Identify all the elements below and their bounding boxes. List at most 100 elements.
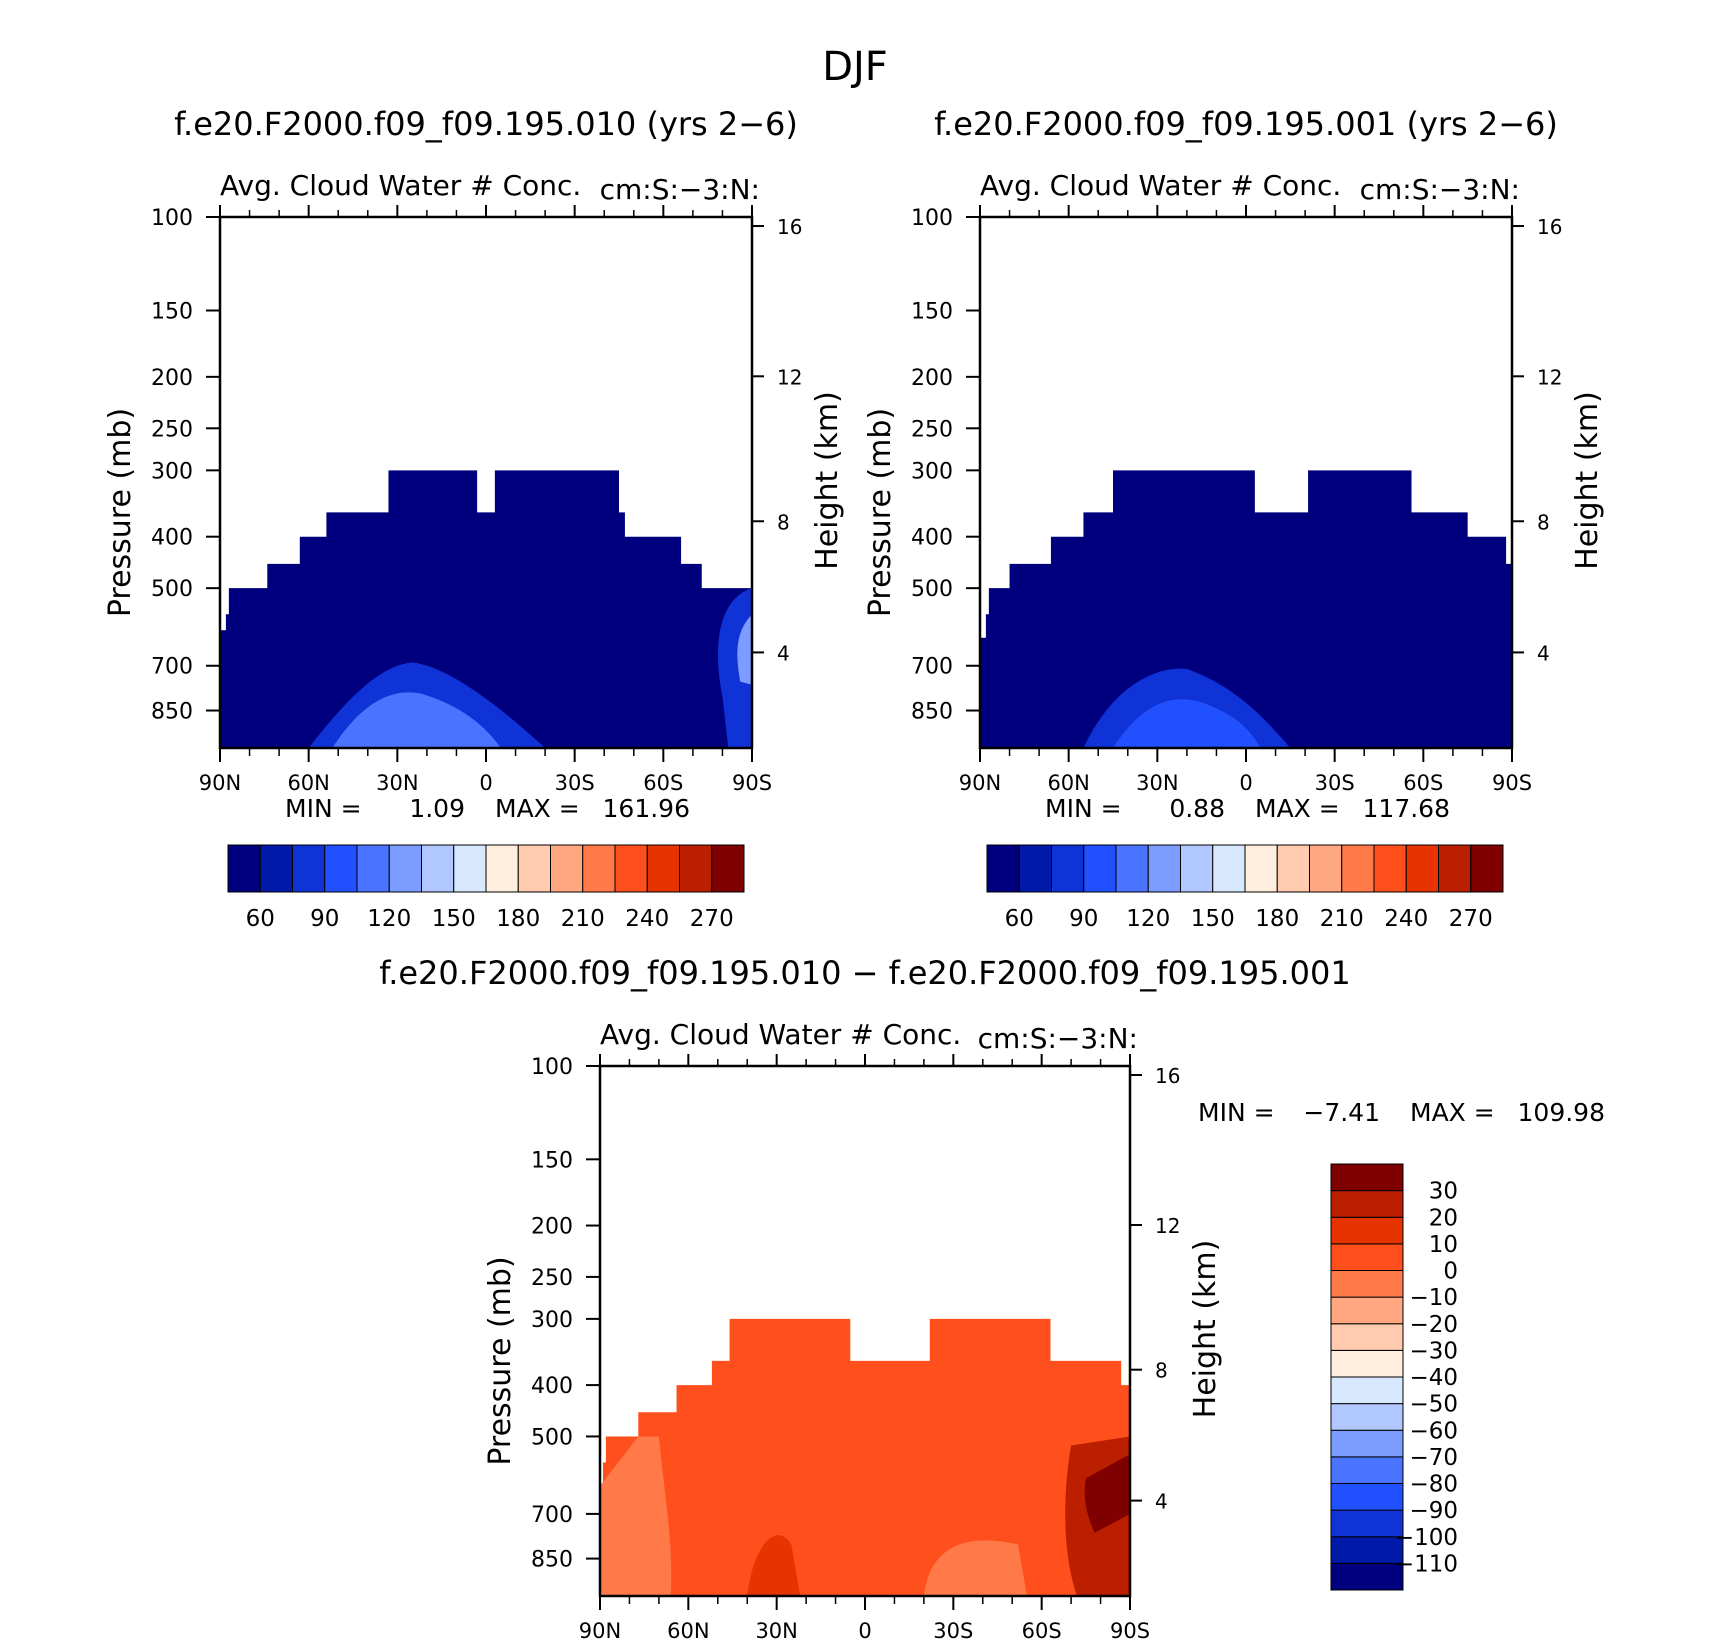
colorbar-box (1330, 1562, 1404, 1591)
colorbar-label: −30 (1409, 1338, 1458, 1364)
min-value: −7.41 (1303, 1098, 1380, 1127)
y-tick-label: 850 (151, 700, 193, 725)
colorbar-label: 0 (1443, 1259, 1458, 1285)
y-tick-label: 500 (911, 577, 953, 602)
colorbar-label: −60 (1409, 1418, 1458, 1444)
x-tick-label: 30S (1315, 771, 1355, 795)
colorbar-label: 240 (625, 906, 669, 932)
x-tick-label: 90N (959, 771, 1001, 795)
colorbar-label: 20 (1429, 1205, 1458, 1231)
colorbar-label: 210 (1320, 906, 1364, 932)
panel-subtitle-left: Avg. Cloud Water # Conc. (600, 1018, 961, 1051)
y-tick-label: 500 (151, 577, 193, 602)
field-envelope (980, 470, 1512, 748)
colorbar-box (388, 844, 422, 893)
y2-axis-label: Height (km) (810, 391, 845, 570)
cloud-feature-low-lat-core (332, 692, 501, 748)
field-envelope (600, 1318, 1130, 1596)
max-value: 109.98 (1518, 1098, 1605, 1127)
colorbar-label: 150 (1191, 906, 1235, 932)
y-tick-label: 400 (911, 526, 953, 551)
x-tick-label: 30S (555, 771, 595, 795)
y-tick-label: 250 (911, 417, 953, 442)
panel-subtitle-right: cm:S:−3:N: (978, 1022, 1138, 1055)
x-tick-label: 90N (199, 771, 241, 795)
y2-tick-label: 12 (777, 365, 802, 389)
diff-feature-south-core (1084, 1454, 1130, 1533)
colorbar-box (1405, 844, 1439, 893)
colorbar-label: −70 (1409, 1445, 1458, 1471)
y2-tick-label: 4 (1537, 641, 1550, 665)
colorbar-box (1330, 1349, 1404, 1378)
y-tick-label: 100 (911, 206, 953, 231)
colorbar-label: −20 (1409, 1312, 1458, 1338)
y2-tick-label: 4 (1155, 1490, 1168, 1514)
y-tick-label: 850 (531, 1548, 573, 1573)
x-tick-label: 90N (579, 1619, 621, 1639)
y-tick-label: 250 (531, 1266, 573, 1291)
colorbar-box (1147, 844, 1181, 893)
panel-title: f.e20.F2000.f09_f09.195.001 (yrs 2−6) (934, 105, 1558, 143)
panel-title: f.e20.F2000.f09_f09.195.010 − f.e20.F200… (379, 954, 1351, 992)
colorbar-box (1330, 1376, 1404, 1405)
colorbar-label: 120 (1126, 906, 1170, 932)
colorbar-box (292, 844, 326, 893)
min-label: MIN = (1045, 794, 1122, 823)
colorbar-label: −40 (1409, 1365, 1458, 1391)
y-tick-label: 150 (531, 1148, 573, 1173)
max-label: MAX = (1410, 1098, 1495, 1127)
colorbar-box (1330, 1509, 1404, 1538)
y-tick-label: 300 (911, 459, 953, 484)
field-envelope (220, 470, 752, 748)
colorbar-label: 180 (1255, 906, 1299, 932)
colorbar-label: 60 (1005, 906, 1034, 932)
min-label: MIN = (285, 794, 362, 823)
x-tick-label: 60N (667, 1619, 709, 1639)
colorbar-box (356, 844, 390, 893)
y-tick-label: 300 (151, 459, 193, 484)
colorbar-box (711, 844, 745, 893)
y-tick-label: 100 (151, 206, 193, 231)
diff-feature-streak (747, 1535, 801, 1596)
x-tick-label: 90S (1110, 1619, 1150, 1639)
y2-axis-label: Height (km) (1570, 391, 1605, 570)
x-tick-label: 30N (1136, 771, 1178, 795)
y-axis-label: Pressure (mb) (103, 408, 138, 617)
min-value: 1.09 (409, 794, 465, 823)
y-tick-label: 700 (531, 1503, 573, 1528)
y2-tick-label: 16 (1155, 1064, 1180, 1088)
y2-tick-label: 12 (1155, 1214, 1180, 1238)
x-tick-label: 30N (755, 1619, 797, 1639)
max-value: 161.96 (603, 794, 690, 823)
colorbar-box (1180, 844, 1214, 893)
panel-subtitle-left: Avg. Cloud Water # Conc. (220, 169, 581, 202)
max-value: 117.68 (1363, 794, 1450, 823)
colorbar-box (1330, 1536, 1404, 1564)
y-tick-label: 150 (151, 300, 193, 325)
colorbar-box (324, 844, 358, 893)
colorbar-box (1330, 1403, 1404, 1431)
x-tick-label: 0 (858, 1619, 871, 1639)
x-tick-label: 0 (1239, 771, 1252, 795)
colorbar-box (1438, 844, 1472, 893)
colorbar-box (227, 844, 261, 893)
y2-axis-label: Height (km) (1188, 1240, 1223, 1419)
y-tick-label: 200 (911, 366, 953, 391)
y-axis-label: Pressure (mb) (483, 1256, 518, 1465)
colorbar-label: 180 (496, 906, 540, 932)
y2-tick-label: 16 (1537, 215, 1562, 239)
colorbar-box (1470, 844, 1504, 893)
colorbar-label: 150 (432, 906, 476, 932)
x-tick-label: 60S (643, 771, 683, 795)
colorbar-box (1330, 1270, 1404, 1298)
cloud-feature-south-pole-core (737, 614, 752, 685)
min-label: MIN = (1198, 1098, 1275, 1127)
x-tick-label: 30S (933, 1619, 973, 1639)
colorbar-box (1330, 1323, 1404, 1351)
colorbar-box (550, 844, 584, 893)
colorbar-label: −100 (1395, 1525, 1458, 1551)
colorbar-box (1330, 1243, 1404, 1271)
max-label: MAX = (495, 794, 580, 823)
colorbar-box (1276, 844, 1310, 893)
